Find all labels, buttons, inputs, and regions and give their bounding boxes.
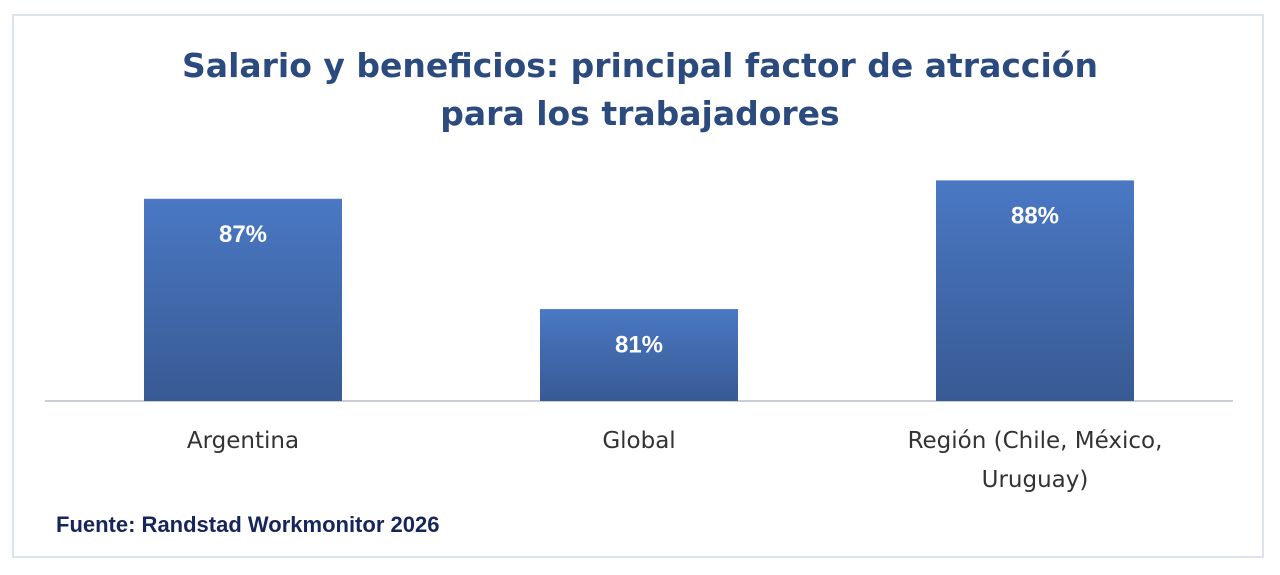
source-note: Fuente: Randstad Workmonitor 2026 — [56, 512, 440, 537]
x-tick-label: Global — [602, 428, 676, 454]
x-tick-label: Región (Chile, México, Uruguay) — [907, 428, 1163, 493]
bar-shade — [936, 180, 1134, 401]
value-label: 88% — [1011, 203, 1059, 230]
bar-shade — [144, 198, 342, 401]
value-label: 81% — [615, 331, 663, 358]
chart-title: Salario y beneficios: principal factor d… — [182, 46, 1098, 133]
bar-shade — [540, 309, 738, 401]
chart-frame — [12, 14, 1264, 558]
value-label: 87% — [219, 221, 267, 248]
x-tick-label: Argentina — [186, 428, 300, 454]
